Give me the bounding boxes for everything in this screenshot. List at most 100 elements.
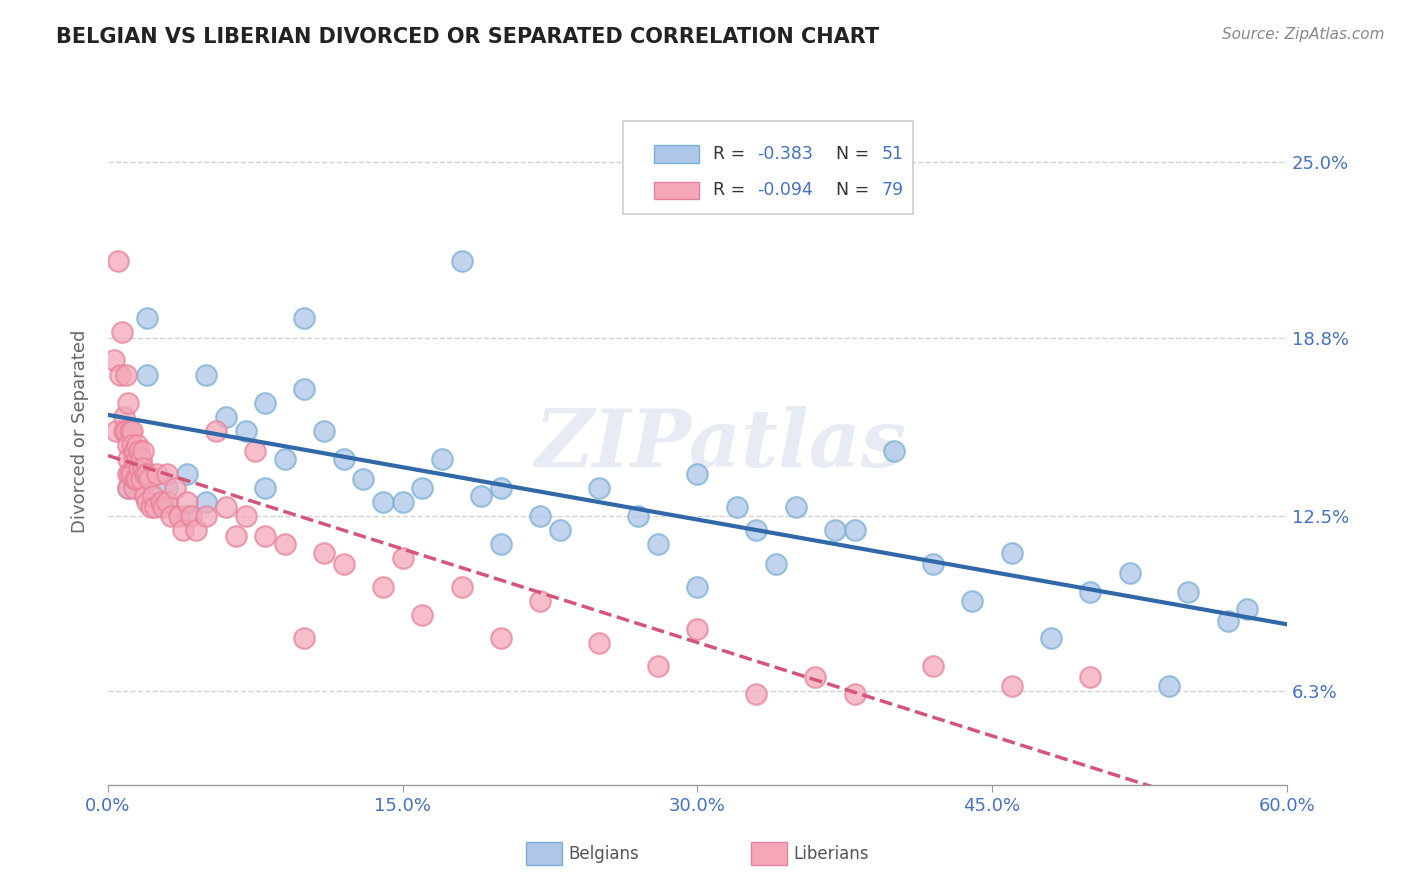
Point (141, 500, 163, 515)
Point (112, 409, 135, 424)
Point (411, 481, 433, 495)
Point (725, 500, 748, 515)
Point (195, 495, 218, 509)
Point (124, 443, 146, 458)
Point (235, 508, 257, 523)
Point (686, 622, 709, 636)
Point (588, 636, 610, 650)
Point (131, 452, 153, 467)
Point (430, 452, 453, 467)
Point (489, 537, 512, 551)
Point (150, 495, 173, 509)
Text: -0.094: -0.094 (758, 181, 813, 200)
Point (686, 467, 709, 481)
Point (122, 452, 145, 467)
Point (215, 500, 238, 515)
Point (117, 438, 139, 452)
Point (647, 537, 669, 551)
Point (1078, 670, 1101, 684)
Point (225, 529, 247, 543)
Point (294, 382, 316, 396)
Point (134, 489, 156, 503)
Point (142, 489, 165, 503)
Point (588, 481, 610, 495)
Point (127, 472, 149, 486)
Point (922, 557, 945, 571)
Point (156, 467, 179, 481)
Point (121, 424, 143, 438)
Text: R =: R = (713, 181, 751, 200)
Text: BELGIAN VS LIBERIAN DIVORCED OR SEPARATED CORRELATION CHART: BELGIAN VS LIBERIAN DIVORCED OR SEPARATE… (56, 27, 879, 46)
Point (391, 551, 413, 566)
Text: Source: ZipAtlas.com: Source: ZipAtlas.com (1222, 27, 1385, 42)
Bar (654, 145, 699, 162)
FancyBboxPatch shape (623, 121, 912, 214)
Point (1078, 585, 1101, 599)
Point (470, 489, 492, 503)
Point (117, 396, 139, 410)
Point (548, 523, 571, 537)
Point (132, 443, 155, 458)
Point (314, 424, 336, 438)
Point (179, 508, 201, 523)
Point (844, 523, 866, 537)
Point (156, 481, 179, 495)
Point (143, 500, 166, 515)
Point (391, 495, 413, 509)
Point (132, 461, 155, 475)
Point (103, 353, 125, 368)
Point (1039, 631, 1062, 645)
Point (107, 254, 129, 268)
Point (118, 467, 141, 481)
Point (450, 580, 472, 594)
Point (136, 467, 159, 481)
Point (765, 557, 787, 571)
Point (1001, 546, 1024, 560)
Point (352, 472, 374, 486)
Point (156, 495, 179, 509)
Point (245, 443, 267, 458)
Point (134, 467, 156, 481)
Text: N =: N = (825, 181, 875, 200)
Point (163, 481, 186, 495)
Point (371, 495, 394, 509)
Point (489, 631, 512, 645)
Point (883, 443, 905, 458)
Point (785, 500, 807, 515)
Text: N =: N = (825, 145, 875, 163)
Point (489, 481, 512, 495)
Point (294, 310, 316, 325)
Point (824, 523, 846, 537)
Point (127, 452, 149, 467)
Point (127, 438, 149, 452)
Point (294, 631, 316, 645)
Point (128, 461, 150, 475)
Text: 51: 51 (882, 145, 903, 163)
Point (146, 467, 169, 481)
Point (114, 368, 136, 382)
Point (176, 508, 198, 523)
Point (136, 368, 159, 382)
Point (117, 481, 139, 495)
Point (235, 424, 257, 438)
Point (117, 481, 139, 495)
Point (627, 508, 650, 523)
Point (804, 670, 827, 684)
Point (844, 687, 866, 701)
Point (138, 472, 160, 486)
Point (195, 368, 218, 382)
Point (136, 495, 159, 509)
Point (117, 467, 139, 481)
Point (745, 523, 768, 537)
Point (176, 467, 198, 481)
Point (195, 508, 218, 523)
Point (450, 254, 472, 268)
Point (254, 396, 277, 410)
Point (1118, 566, 1140, 580)
Point (1236, 602, 1258, 616)
Point (686, 580, 709, 594)
Text: ZIPatlas: ZIPatlas (534, 407, 907, 484)
Point (111, 325, 134, 339)
Point (186, 523, 208, 537)
Point (167, 508, 190, 523)
